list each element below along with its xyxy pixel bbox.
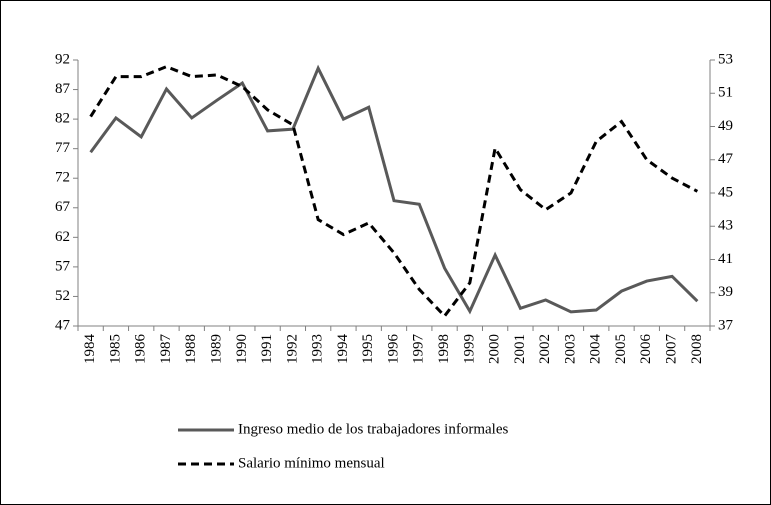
y-tick-label: 87 bbox=[55, 81, 71, 97]
y2-tick-label: 37 bbox=[718, 317, 734, 333]
x-tick-label: 1992 bbox=[284, 334, 300, 364]
x-tick-label: 1994 bbox=[335, 334, 351, 365]
y-tick-label: 82 bbox=[55, 111, 70, 127]
legend-label: Ingreso medio de los trabajadores inform… bbox=[238, 421, 508, 437]
y-tick-label: 72 bbox=[55, 170, 70, 186]
x-tick-label: 1988 bbox=[183, 334, 199, 364]
y-tick-label: 47 bbox=[55, 317, 71, 333]
x-tick-label: 2008 bbox=[689, 334, 705, 364]
x-tick-label: 2003 bbox=[562, 334, 578, 364]
y-tick-label: 67 bbox=[55, 199, 71, 215]
x-tick-label: 2001 bbox=[512, 334, 528, 364]
y-tick-label: 52 bbox=[55, 288, 70, 304]
y-tick-label: 57 bbox=[55, 258, 71, 274]
y2-tick-label: 43 bbox=[718, 218, 733, 234]
x-tick-label: 1996 bbox=[385, 334, 401, 365]
x-tick-label: 2002 bbox=[537, 334, 553, 364]
x-tick-label: 1995 bbox=[360, 334, 376, 364]
x-tick-label: 1989 bbox=[208, 334, 224, 364]
x-tick-label: 1991 bbox=[259, 334, 275, 364]
x-tick-label: 2004 bbox=[588, 334, 604, 365]
y2-tick-label: 45 bbox=[718, 184, 733, 200]
x-tick-label: 2000 bbox=[487, 334, 503, 364]
x-tick-label: 1985 bbox=[107, 334, 123, 364]
y-tick-label: 62 bbox=[55, 229, 70, 245]
x-tick-label: 1993 bbox=[310, 334, 326, 364]
x-tick-label: 1997 bbox=[411, 334, 427, 365]
series-line bbox=[89, 64, 699, 315]
x-tick-label: 1999 bbox=[461, 334, 477, 364]
y-tick-label: 77 bbox=[55, 140, 71, 156]
y2-tick-label: 39 bbox=[718, 284, 733, 300]
x-tick-label: 1998 bbox=[436, 334, 452, 364]
x-tick-label: 2005 bbox=[613, 334, 629, 364]
y2-tick-label: 47 bbox=[718, 151, 734, 167]
y2-tick-label: 41 bbox=[718, 251, 733, 267]
y2-tick-label: 49 bbox=[718, 118, 733, 134]
x-tick-label: 2007 bbox=[664, 334, 680, 365]
y-tick-label: 92 bbox=[55, 51, 70, 67]
x-tick-label: 1984 bbox=[82, 334, 98, 365]
x-tick-label: 1990 bbox=[234, 334, 250, 364]
y2-tick-label: 51 bbox=[718, 85, 733, 101]
legend-label: Salario mínimo mensual bbox=[238, 455, 385, 471]
x-tick-label: 2006 bbox=[638, 334, 654, 365]
x-tick-label: 1986 bbox=[133, 334, 149, 365]
x-tick-label: 1987 bbox=[158, 334, 174, 365]
y2-tick-label: 53 bbox=[718, 51, 733, 67]
